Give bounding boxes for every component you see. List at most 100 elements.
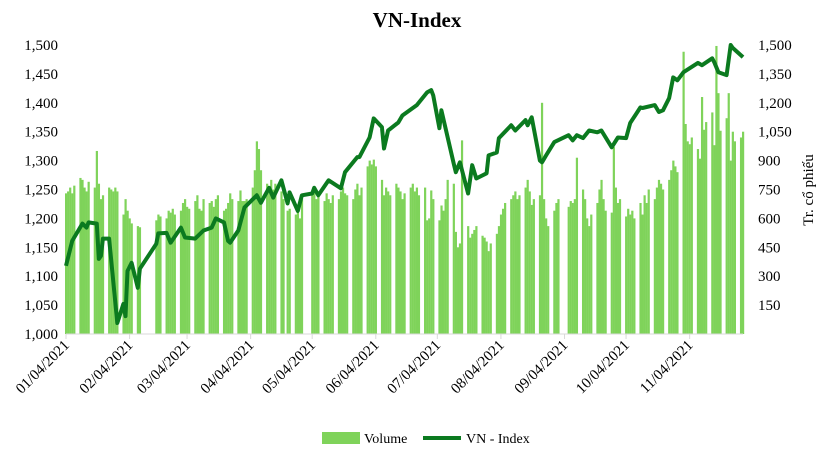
volume-bar (661, 189, 665, 334)
volume-bar (674, 166, 677, 334)
volume-bar (715, 45, 718, 335)
volume-bar (543, 199, 546, 334)
volume-bar (481, 235, 484, 334)
volume-bar (93, 187, 96, 334)
volume-bar (300, 199, 304, 334)
left-tick-label: 1,100 (24, 269, 58, 285)
volume-bar (600, 179, 603, 334)
volume-bar (639, 202, 642, 334)
volume-bar (688, 144, 691, 334)
volume-bar (575, 157, 579, 334)
volume-bar (555, 202, 558, 334)
volume-bar (440, 205, 443, 334)
volume-bar (315, 199, 318, 334)
left-tick-label: 1,150 (24, 240, 58, 256)
volume-bar (698, 158, 702, 334)
volume-bar (618, 199, 622, 334)
volume-bar (83, 187, 86, 334)
x-tick-label: 07/04/2021 (385, 338, 445, 398)
volume-bar (286, 210, 289, 334)
volume-bar (329, 202, 332, 334)
volume-bar (686, 141, 689, 334)
volume-bar (713, 145, 716, 334)
volume-bar (742, 131, 745, 334)
volume-bar (352, 199, 355, 334)
volume-bar (571, 202, 574, 334)
volume-bar (243, 201, 246, 334)
volume-bar (401, 199, 404, 334)
volume-bar (725, 118, 728, 334)
volume-bar (395, 183, 398, 334)
x-tick-label: 11/04/2021 (637, 338, 696, 397)
volume-bar (313, 191, 316, 334)
volume-bar (670, 170, 673, 334)
volume-bar (212, 206, 215, 334)
volume-bar (360, 187, 363, 334)
volume-bar (382, 195, 386, 334)
right-tick-label: 600 (758, 211, 781, 227)
volume-bar (358, 195, 361, 334)
volume-bar (586, 218, 589, 334)
volume-bar (475, 226, 478, 334)
volume-bar (403, 193, 406, 334)
volume-bar (614, 187, 618, 334)
volume-bar (668, 179, 671, 334)
volume-bar (510, 199, 513, 334)
volume-bar (186, 206, 189, 334)
volume-bar (581, 189, 585, 334)
volume-bar (208, 202, 211, 334)
volume-bar (516, 199, 519, 334)
x-tick-label: 09/04/2021 (512, 338, 572, 398)
volume-bar (231, 199, 234, 334)
volume-bar (346, 195, 349, 334)
volume-bar (625, 216, 628, 334)
volume-bar (229, 193, 232, 334)
volume-bar (259, 170, 263, 334)
volume-bar (268, 187, 271, 334)
volume-bar (438, 220, 441, 334)
x-tick-label: 02/04/2021 (77, 338, 137, 398)
volume-bar (731, 131, 734, 334)
volume-bar (183, 199, 187, 334)
volume-bar (282, 199, 285, 334)
volume-bar (467, 226, 470, 334)
volume-bar (690, 137, 693, 334)
volume-bar (514, 191, 517, 334)
volume-bar (257, 149, 261, 334)
volume-bar (272, 189, 275, 334)
volume-bar (397, 187, 400, 334)
volume-bar (159, 216, 162, 334)
volume-bar (79, 177, 82, 334)
volume-bar (411, 183, 414, 334)
volume-bar (717, 93, 720, 335)
volume-bar (280, 191, 283, 334)
volume-bar (727, 93, 730, 335)
volume-bar (155, 220, 158, 334)
volume-bar (101, 195, 105, 334)
volume-bar (415, 187, 419, 334)
volume-bar (71, 193, 74, 334)
volume-bar (469, 237, 472, 334)
volume-bar (473, 229, 476, 334)
volume-bar (610, 212, 613, 334)
volume-bar (700, 97, 704, 335)
volume-bar (499, 214, 503, 334)
volume-bar (471, 233, 474, 334)
volume-bar (124, 199, 127, 334)
volume-bar (181, 202, 185, 334)
left-tick-label: 1,200 (24, 211, 58, 227)
volume-bar (573, 199, 576, 334)
volume-bar (354, 189, 357, 334)
left-tick-label: 1,350 (24, 125, 58, 141)
volume-bar (719, 130, 722, 334)
volume-bar (460, 140, 464, 334)
volume-bar (553, 210, 556, 334)
volume-bar (584, 199, 587, 334)
volume-bar (647, 189, 650, 334)
volume-bar (657, 179, 661, 334)
left-tick-label: 1,400 (24, 96, 58, 112)
volume-bar (655, 187, 659, 334)
volume-bar (87, 181, 90, 334)
volume-bar (641, 214, 644, 334)
volume-bar (325, 193, 328, 334)
